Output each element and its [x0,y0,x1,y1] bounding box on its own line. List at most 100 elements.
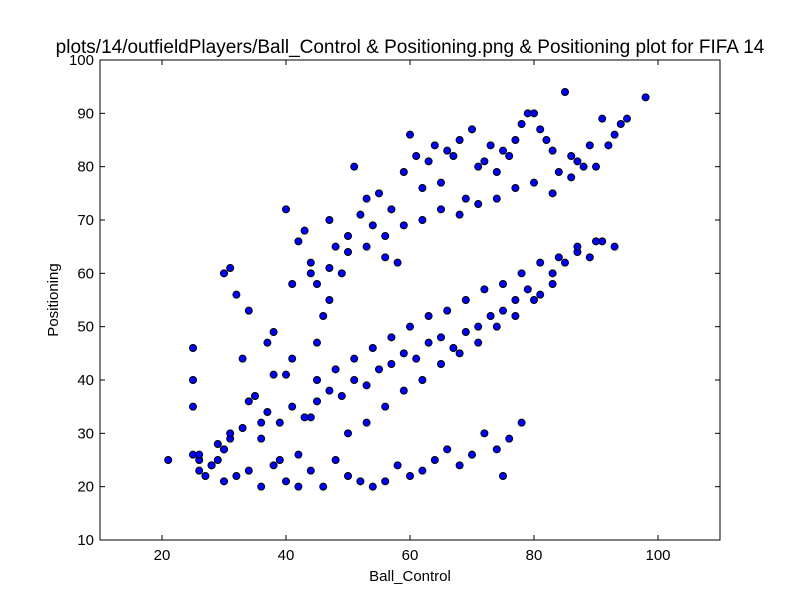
data-point [474,200,483,208]
data-point [554,168,563,176]
data-point [313,338,321,347]
data-point [517,418,526,427]
data-point [492,168,501,176]
data-point [418,376,427,384]
x-tick-label: 60 [402,547,419,564]
data-point [294,482,303,491]
data-point [523,285,532,294]
data-point [201,472,210,480]
data-point [387,360,396,368]
data-point [331,242,340,251]
data-point [542,136,551,144]
data-point [232,290,241,299]
data-point [530,178,538,187]
data-point [511,184,520,192]
data-point [561,88,569,96]
data-point [461,328,470,336]
data-point [480,429,489,438]
y-tick-label: 40 [77,372,94,389]
data-point [313,376,321,384]
data-point [573,242,582,251]
data-point [486,312,495,320]
data-point [554,253,563,262]
data-point [486,141,495,150]
data-point [257,434,266,443]
data-point [213,440,222,448]
data-point [195,450,204,459]
data-point [424,338,433,347]
data-point [548,269,557,278]
data-point [362,381,371,390]
data-point [387,205,396,214]
data-point [412,152,421,160]
data-point [492,194,501,203]
data-point [344,429,352,438]
data-point [269,370,278,379]
data-point [368,221,377,230]
data-point [474,162,483,171]
data-point [238,424,247,432]
data-point [275,418,284,427]
data-point [319,482,328,491]
data-point [325,296,334,304]
data-point [350,354,359,363]
data-point [505,434,514,443]
data-point [499,146,507,155]
data-point [244,306,253,315]
data-point [356,210,365,219]
x-tick-label: 80 [526,547,543,564]
x-tick-label: 100 [645,547,670,564]
data-point [437,333,445,342]
data-point [381,477,390,486]
data-point [381,253,390,262]
data-point [480,157,489,166]
y-axis-title: Positioning [45,263,62,336]
data-point [573,157,582,166]
data-point [548,189,557,198]
data-point [517,120,526,128]
data-point [424,312,433,320]
data-point [412,354,421,363]
data-point [393,461,402,470]
data-point [362,418,371,427]
data-point [430,141,439,150]
y-axis: 10 20 30 40 50 60 70 80 90 100 [69,52,720,549]
data-point [344,248,352,256]
data-point [585,253,594,262]
data-point [195,466,204,475]
data-point [468,125,476,134]
data-point [437,178,445,187]
data-points [164,88,650,491]
data-point [548,280,557,288]
data-point [406,322,414,331]
data-point [350,376,359,384]
data-point [567,173,576,182]
data-point [263,338,272,347]
data-point [393,258,402,267]
data-point [418,184,427,192]
data-point [399,168,408,176]
data-point [536,258,545,267]
data-point [530,109,538,118]
data-point [288,402,297,411]
data-point [189,376,197,384]
data-point [313,397,321,406]
data-point [325,216,334,224]
data-point [455,461,464,470]
data-point [375,189,383,198]
data-point [263,408,272,416]
data-point [232,472,241,480]
data-point [548,146,557,155]
data-point [288,280,297,288]
data-point [536,125,545,134]
data-point [468,450,476,459]
data-point [424,157,433,166]
data-point [368,482,377,491]
data-point [244,397,253,406]
data-point [362,194,371,203]
data-point [387,333,396,342]
data-point [418,466,427,475]
x-tick-label: 40 [278,547,295,564]
y-tick-label: 90 [77,105,94,122]
y-tick-label: 10 [77,532,94,549]
